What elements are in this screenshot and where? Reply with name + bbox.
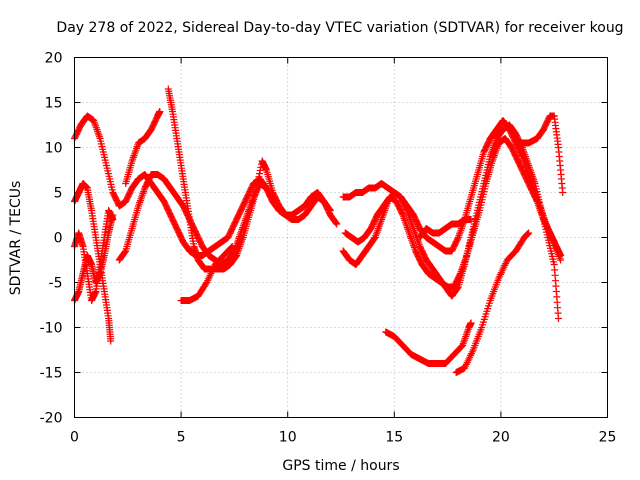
x-tick-label: 15 (385, 430, 403, 446)
y-tick-label: -20 (40, 411, 63, 427)
data-point (333, 220, 341, 228)
data-point (467, 216, 475, 223)
y-tick-label: 0 (54, 231, 63, 247)
data-point (559, 189, 567, 196)
x-tick-label: 25 (599, 430, 617, 446)
data-point (518, 151, 526, 159)
y-axis-label: SDTVAR / TECUs (8, 181, 24, 296)
data-point (121, 248, 129, 256)
data-point (254, 176, 262, 184)
series-arc-12 (416, 216, 475, 241)
grid (74, 57, 608, 418)
data-point (254, 179, 262, 187)
data-point (554, 315, 562, 322)
data-point (228, 243, 236, 250)
data-point (332, 219, 340, 227)
data-point (398, 210, 406, 218)
data-point (156, 108, 164, 115)
series-arc-13 (382, 319, 475, 367)
chart-title: Day 278 of 2022, Sidereal Day-to-day VTE… (56, 20, 623, 36)
data-point (107, 337, 115, 345)
data-point (533, 196, 541, 204)
y-tick-label: -15 (40, 366, 63, 382)
data-point (525, 229, 533, 237)
series-arc-6 (122, 108, 164, 187)
data-point (252, 189, 260, 196)
series-arc-7 (164, 85, 302, 273)
x-tick-label: 5 (177, 430, 186, 446)
y-tick-label: -5 (49, 276, 63, 292)
series-arc-15 (516, 112, 567, 196)
x-tick-label: 10 (279, 430, 297, 446)
series-arc-11 (341, 135, 565, 291)
y-tick-label: -10 (40, 321, 63, 337)
y-tick-label: 20 (45, 51, 63, 67)
data-point (252, 185, 260, 193)
x-tick-label: 0 (70, 430, 79, 446)
data-point (454, 235, 462, 243)
data-point (256, 166, 264, 174)
data-point (202, 280, 210, 288)
x-axis-label: GPS time / hours (282, 458, 399, 474)
data-point (456, 271, 464, 279)
data-point (255, 173, 263, 181)
data-point (294, 216, 302, 223)
data-point (256, 170, 264, 178)
y-tick-label: 5 (54, 186, 63, 202)
series-arc-8 (177, 243, 236, 304)
series-arc-1 (71, 112, 334, 259)
plot-frame (74, 57, 608, 418)
axis-ticks: 0 5 10 15 20 25 -20 -15 -10 -5 0 5 10 15 20 (40, 51, 617, 446)
data-point (227, 243, 235, 251)
y-tick-label: 10 (45, 141, 63, 157)
data-point (467, 319, 475, 327)
y-tick-label: 15 (45, 96, 63, 112)
series-arc-4 (71, 207, 117, 304)
x-tick-label: 20 (492, 430, 510, 446)
data-point (557, 252, 565, 259)
data-point (253, 182, 261, 190)
data-marks (71, 85, 567, 376)
series-arc-14 (452, 229, 533, 376)
data-point (109, 216, 117, 223)
